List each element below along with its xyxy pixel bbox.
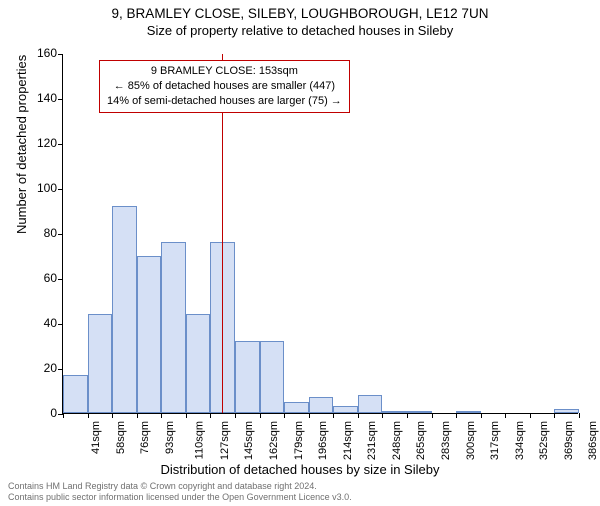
x-tick <box>407 413 408 418</box>
y-tick-label: 20 <box>44 361 63 375</box>
plot-area: 02040608010012014016041sqm58sqm76sqm93sq… <box>62 54 578 414</box>
y-tick-label: 100 <box>37 181 63 195</box>
histogram-bar <box>333 406 358 413</box>
x-tick <box>530 413 531 418</box>
annotation-line3: 14% of semi-detached houses are larger (… <box>107 94 342 109</box>
histogram-bar <box>88 314 113 413</box>
x-tick <box>432 413 433 418</box>
histogram-bar <box>161 242 186 413</box>
chart-title-sub: Size of property relative to detached ho… <box>0 23 600 38</box>
x-tick <box>284 413 285 418</box>
x-tick <box>579 413 580 418</box>
x-tick-label: 317sqm <box>489 421 501 460</box>
footer-line2: Contains public sector information licen… <box>8 492 352 503</box>
x-tick <box>333 413 334 418</box>
x-tick-label: 127sqm <box>219 421 231 460</box>
x-tick <box>186 413 187 418</box>
y-tick-label: 60 <box>44 271 63 285</box>
x-tick <box>63 413 64 418</box>
x-tick <box>260 413 261 418</box>
annotation-box: 9 BRAMLEY CLOSE: 153sqm← 85% of detached… <box>99 60 350 113</box>
x-tick <box>309 413 310 418</box>
x-tick-label: 265sqm <box>416 421 428 460</box>
x-tick-label: 41sqm <box>90 421 102 454</box>
histogram-bar <box>407 411 432 413</box>
histogram-bar <box>554 409 579 414</box>
histogram-bar <box>284 402 309 413</box>
footer-line1: Contains HM Land Registry data © Crown c… <box>8 481 352 492</box>
x-tick-label: 283sqm <box>440 421 452 460</box>
x-tick-label: 196sqm <box>317 421 329 460</box>
x-tick <box>456 413 457 418</box>
x-tick <box>137 413 138 418</box>
x-axis-label: Distribution of detached houses by size … <box>0 462 600 477</box>
histogram-bar <box>186 314 211 413</box>
x-tick-label: 145sqm <box>244 421 256 460</box>
x-tick <box>210 413 211 418</box>
chart-title-main: 9, BRAMLEY CLOSE, SILEBY, LOUGHBOROUGH, … <box>0 6 600 21</box>
y-tick-label: 160 <box>37 46 63 60</box>
x-tick-label: 110sqm <box>194 421 206 459</box>
histogram-bar <box>112 206 137 413</box>
annotation-line1: 9 BRAMLEY CLOSE: 153sqm <box>107 64 342 79</box>
x-tick <box>505 413 506 418</box>
histogram-bar <box>382 411 407 413</box>
x-tick-label: 248sqm <box>391 421 403 460</box>
y-axis-label: Number of detached properties <box>14 55 29 234</box>
x-tick-label: 58sqm <box>115 421 127 454</box>
x-tick-label: 369sqm <box>563 421 575 460</box>
x-tick <box>358 413 359 418</box>
plot-container: 02040608010012014016041sqm58sqm76sqm93sq… <box>62 54 578 414</box>
histogram-bar <box>63 375 88 413</box>
annotation-line2: ← 85% of detached houses are smaller (44… <box>107 79 342 94</box>
histogram-bar <box>235 341 260 413</box>
x-tick-label: 300sqm <box>465 421 477 460</box>
histogram-bar <box>358 395 383 413</box>
y-tick-label: 120 <box>37 136 63 150</box>
x-tick <box>161 413 162 418</box>
x-tick <box>235 413 236 418</box>
y-tick-label: 80 <box>44 226 63 240</box>
y-tick-label: 140 <box>37 91 63 105</box>
histogram-bar <box>309 397 334 413</box>
x-tick <box>112 413 113 418</box>
x-tick-label: 386sqm <box>588 421 600 460</box>
y-tick-label: 40 <box>44 316 63 330</box>
x-tick-label: 334sqm <box>514 421 526 460</box>
x-tick-label: 162sqm <box>268 421 280 460</box>
x-tick-label: 179sqm <box>293 421 305 460</box>
histogram-bar <box>260 341 285 413</box>
x-tick-label: 214sqm <box>342 421 354 460</box>
histogram-bar <box>137 256 162 414</box>
x-tick-label: 231sqm <box>366 421 378 460</box>
x-tick <box>481 413 482 418</box>
y-tick-label: 0 <box>50 406 63 420</box>
x-tick <box>554 413 555 418</box>
histogram-bar <box>456 411 481 413</box>
x-tick <box>382 413 383 418</box>
x-tick-label: 76sqm <box>139 421 151 454</box>
x-tick-label: 93sqm <box>164 421 176 454</box>
x-tick-label: 352sqm <box>538 421 550 460</box>
x-tick <box>88 413 89 418</box>
